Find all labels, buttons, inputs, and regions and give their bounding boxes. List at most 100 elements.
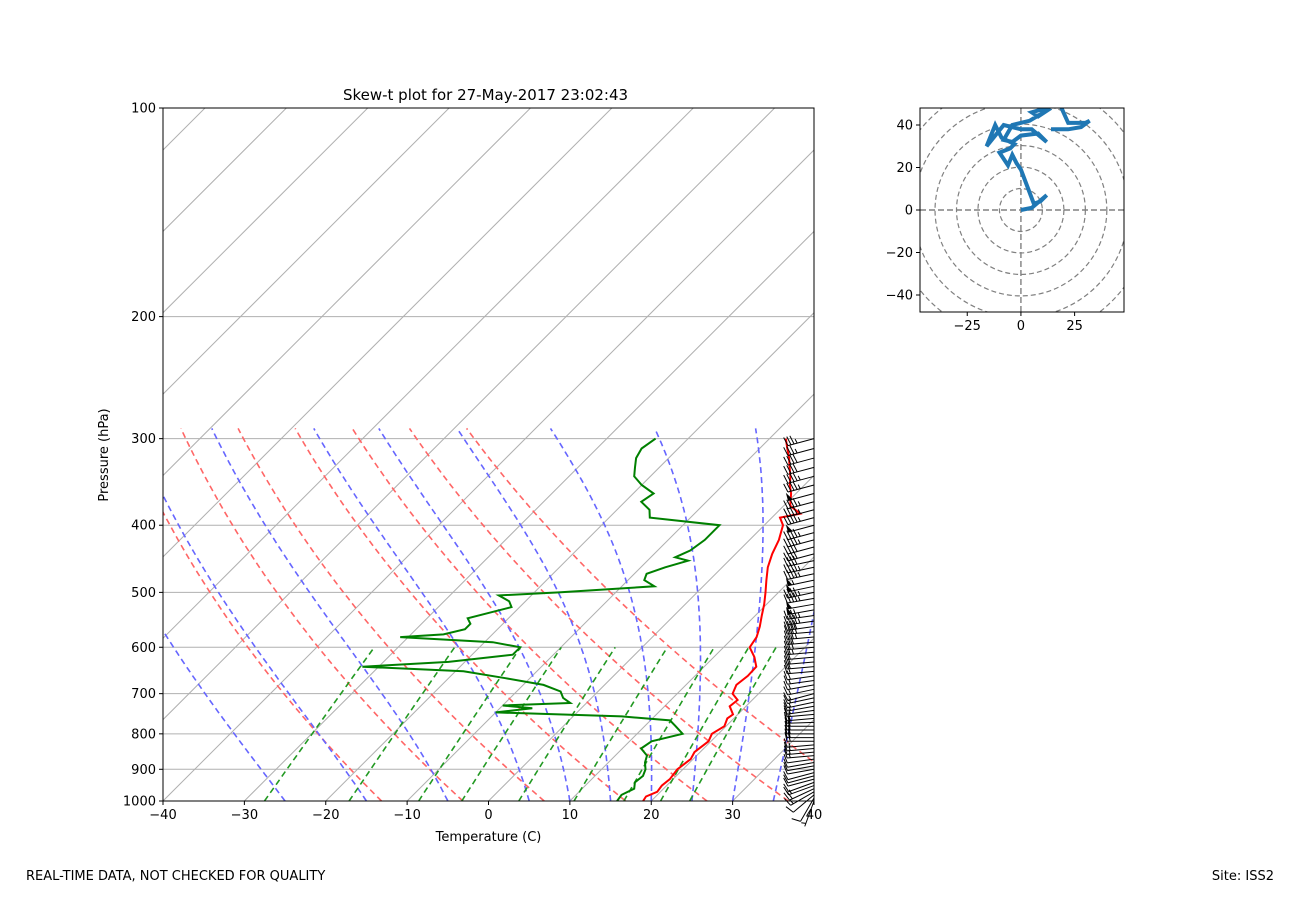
barb-shaft <box>787 625 815 631</box>
dry-adiabat <box>180 428 464 801</box>
wind-barb <box>783 472 815 484</box>
hodograph-line <box>984 108 1091 212</box>
wind-barb <box>783 620 815 631</box>
barb-shaft <box>787 466 815 475</box>
barb-full <box>789 481 795 491</box>
wind-barb <box>783 754 815 764</box>
barb-flag <box>785 524 793 533</box>
isotherm-line <box>244 230 814 801</box>
barb-full <box>783 483 789 493</box>
isobar-grid <box>163 108 814 801</box>
barb-flag <box>785 584 793 592</box>
hodograph-trace <box>984 108 1091 212</box>
isotherm-line <box>163 108 369 314</box>
wind-barb <box>783 738 815 748</box>
barb-full <box>783 765 788 775</box>
y-tick-label: 500 <box>131 586 156 601</box>
barb-shaft <box>790 791 815 806</box>
barb-full <box>789 593 795 603</box>
barb-half <box>788 689 792 695</box>
x-tick-label: 0 <box>484 808 492 823</box>
barb-shaft <box>787 778 815 787</box>
barb-full <box>783 680 788 690</box>
barb-half <box>788 684 792 690</box>
moist-adiabat <box>731 428 764 801</box>
wind-barb <box>791 797 815 822</box>
x-axis-label: Temperature (C) <box>435 830 542 845</box>
barb-shaft <box>787 651 815 656</box>
barb-shaft <box>787 744 815 748</box>
barb-full <box>792 463 798 473</box>
barb-full <box>783 694 789 704</box>
barb-full <box>786 507 792 517</box>
isotherm-line <box>325 312 814 801</box>
isotherm-line <box>0 108 42 801</box>
wind-barb <box>783 555 815 567</box>
barb-full <box>783 771 789 780</box>
barb-full <box>783 456 789 466</box>
barb-shaft <box>787 679 815 685</box>
barb-full <box>789 464 795 473</box>
barb-full <box>783 650 788 660</box>
barb-shaft <box>787 566 815 574</box>
barb-shaft <box>787 553 815 562</box>
y-tick-label: 300 <box>131 432 156 447</box>
barb-half <box>797 618 801 624</box>
x-tick-label: −30 <box>231 808 258 823</box>
dry-adiabat <box>237 428 545 801</box>
barb-shaft <box>788 781 815 793</box>
temperature-line <box>642 438 803 801</box>
barb-full <box>783 783 790 792</box>
barb-full <box>784 720 788 731</box>
dewpoint-line <box>362 437 722 801</box>
barb-shaft <box>787 775 815 784</box>
barb-full <box>783 660 788 670</box>
wind-barb <box>783 761 815 772</box>
barb-full <box>783 702 788 712</box>
isotherm-line <box>163 108 450 395</box>
barb-full <box>787 635 791 645</box>
barb-full <box>783 447 789 456</box>
moist-adiabat <box>163 629 286 801</box>
barb-full <box>789 556 795 566</box>
barb-full <box>783 792 790 801</box>
barb-shaft <box>787 438 815 447</box>
barb-shaft <box>787 693 815 702</box>
barb-full <box>783 699 789 708</box>
barb-shaft <box>787 631 815 635</box>
barb-full <box>793 620 798 630</box>
barb-full <box>786 465 792 474</box>
barb-full <box>789 620 795 630</box>
barb-full <box>789 435 795 445</box>
barb-full <box>783 640 788 650</box>
moist-adiabat <box>456 427 612 801</box>
barb-full <box>783 664 788 674</box>
barb-shaft <box>787 597 815 604</box>
barb-full <box>786 436 792 446</box>
wind-barb <box>783 705 815 715</box>
moist-adiabat <box>654 428 702 801</box>
barb-full <box>792 454 798 463</box>
y-tick-label: 600 <box>131 641 156 656</box>
y-tick-label: 900 <box>131 763 156 778</box>
barb-shaft <box>787 646 815 651</box>
barb-shaft <box>787 484 815 493</box>
barb-half <box>788 742 791 748</box>
barb-half <box>797 501 801 506</box>
hodograph: −25 0 25 −40 −20 0 20 40 <box>886 107 1125 334</box>
x-tick-label: 30 <box>724 808 741 823</box>
y-tick-label: 100 <box>131 102 156 117</box>
wind-barb <box>783 536 815 548</box>
barb-full <box>783 621 788 631</box>
barb-full <box>783 516 789 525</box>
y-tick-label: 800 <box>131 727 156 742</box>
barb-full <box>786 446 792 455</box>
barb-half <box>788 695 792 701</box>
barb-full <box>783 745 788 755</box>
isotherm-lines <box>0 108 814 801</box>
barb-half <box>789 799 794 805</box>
wind-barb <box>783 640 815 651</box>
barb-shaft <box>787 501 815 510</box>
wind-barb <box>783 781 815 793</box>
isotherm-line <box>406 393 814 801</box>
